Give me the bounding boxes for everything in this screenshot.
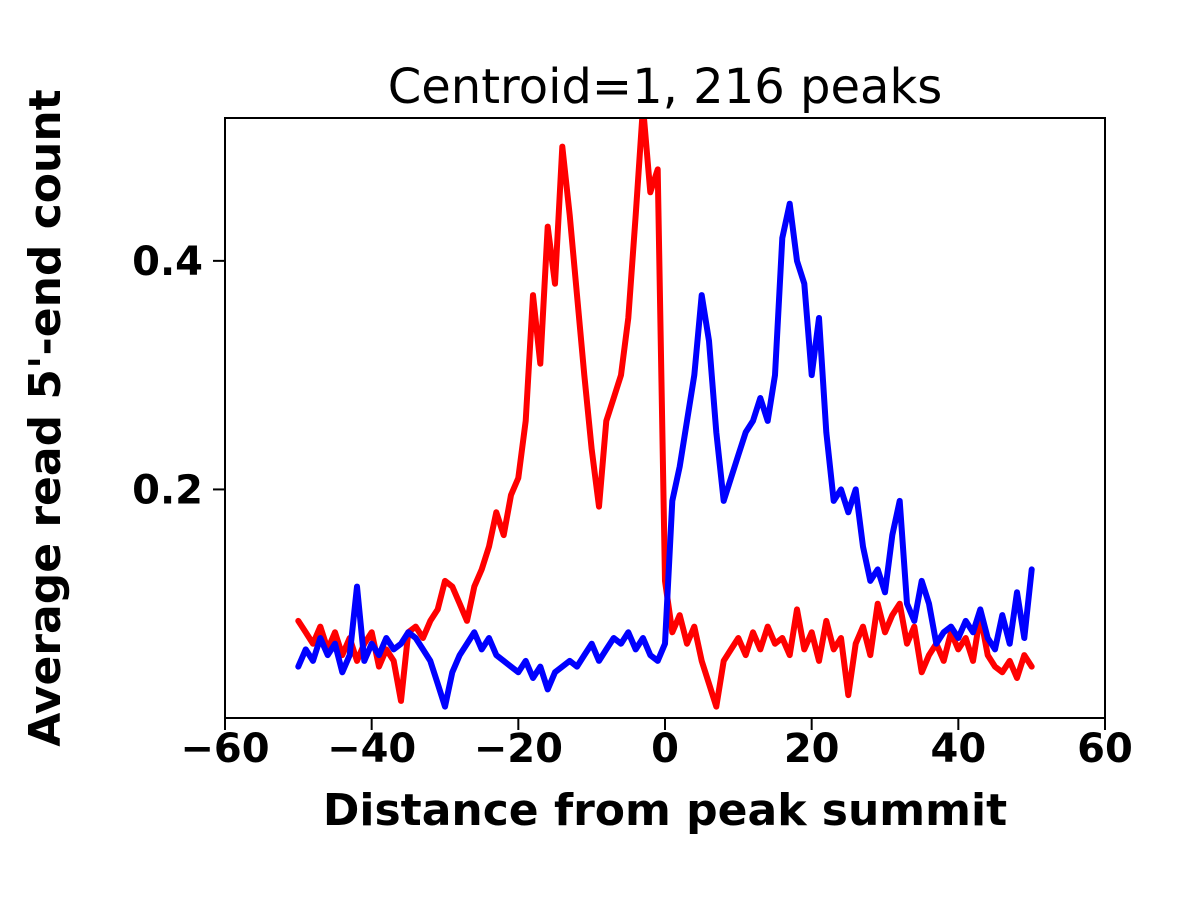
x-tick-label: −20 (474, 726, 563, 772)
x-tick-label: −40 (327, 726, 416, 772)
x-tick-label: 40 (930, 726, 986, 772)
x-axis-label: Distance from peak summit (323, 785, 1007, 836)
x-axis-ticks: −60 −40 −20 0 20 40 60 (180, 718, 1133, 772)
x-tick-label: 60 (1077, 726, 1133, 772)
y-axis-label: Average read 5'-end count (20, 89, 71, 746)
x-tick-label: 20 (784, 726, 840, 772)
chart-title: Centroid=1, 216 peaks (388, 59, 943, 115)
y-axis-ticks: 0.2 0.4 (132, 239, 225, 513)
plot-border (224, 117, 1106, 719)
series-red-line (295, 118, 1035, 710)
x-tick-label: 0 (651, 726, 679, 772)
y-tick-label: 0.4 (132, 239, 203, 285)
x-tick-label: −60 (180, 726, 269, 772)
y-tick-label: 0.2 (132, 467, 203, 513)
series-blue-line (295, 200, 1035, 710)
